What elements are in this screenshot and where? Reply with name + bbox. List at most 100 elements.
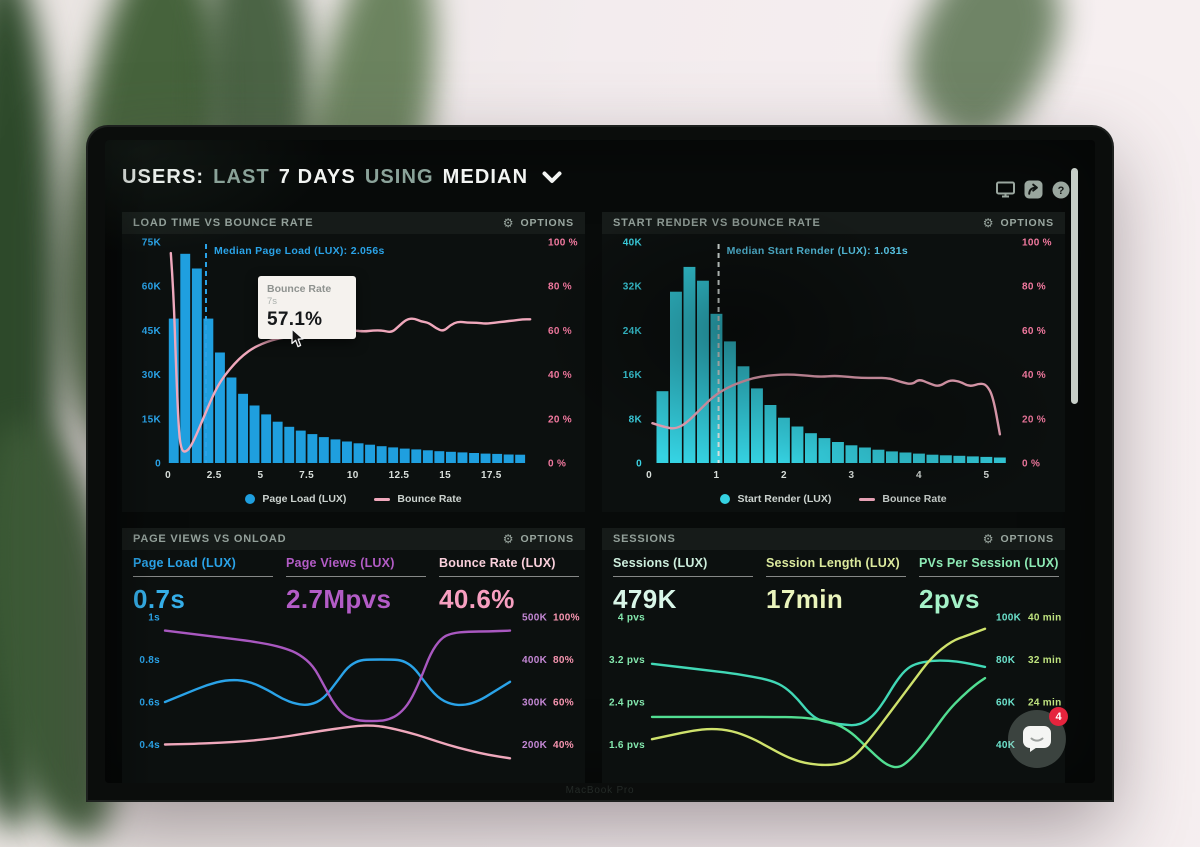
svg-text:1.6 pvs: 1.6 pvs: [609, 740, 645, 751]
panel-load-time-vs-bounce-rate: LOAD TIME VS BOUNCE RATE ⚙ OPTIONS 0 15K 3…: [122, 212, 585, 512]
svg-text:20 %: 20 %: [548, 414, 572, 425]
svg-text:60 %: 60 %: [1022, 326, 1046, 337]
svg-text:0.6s: 0.6s: [139, 698, 160, 709]
start-render-histogram-chart[interactable]: 0 8K 16K 24K 32K 40K 0 % 20 % 40 % 60 % 80 % 100 % 0…: [602, 212, 1065, 512]
metric-bounce-rate: Bounce Rate (LUX) 40.6%: [439, 556, 585, 615]
metric-underline: [919, 576, 1059, 577]
svg-text:10: 10: [347, 470, 359, 481]
svg-text:17.5: 17.5: [481, 470, 502, 481]
svg-text:45K: 45K: [142, 326, 162, 337]
dashboard-screen: USERS: LAST 7 DAYS USING MEDIAN ? LOA: [105, 140, 1095, 783]
metric-pvs-per-session: PVs Per Session (LUX) 2pvs: [919, 556, 1059, 614]
legend-item-bounce-rate[interactable]: Bounce Rate: [374, 493, 462, 505]
svg-text:100 %: 100 %: [548, 238, 578, 249]
options-button[interactable]: ⚙ OPTIONS: [983, 217, 1054, 229]
panel-title: LOAD TIME VS BOUNCE RATE: [133, 217, 314, 229]
help-icon[interactable]: ?: [1052, 181, 1070, 199]
title-users: USERS:: [122, 166, 205, 188]
metrics-row: Page Load (LUX) 0.7s Page Views (LUX) 2.…: [133, 556, 585, 615]
svg-text:60K: 60K: [142, 282, 162, 293]
legend-item-bounce-rate[interactable]: Bounce Rate: [859, 493, 947, 505]
metrics-row: Sessions (LUX) 479K Session Length (LUX)…: [613, 556, 1065, 615]
title-7days: 7 DAYS: [278, 166, 356, 188]
metric-underline: [766, 576, 906, 577]
svg-text:60%: 60%: [553, 698, 574, 709]
svg-text:?: ?: [1058, 185, 1065, 197]
display-icon[interactable]: [996, 181, 1015, 198]
svg-text:500K: 500K: [522, 613, 548, 624]
svg-text:Median Page Load (LUX): 2.056s: Median Page Load (LUX): 2.056s: [214, 245, 385, 257]
title-using: USING: [364, 166, 434, 188]
options-button[interactable]: ⚙ OPTIONS: [983, 533, 1054, 545]
page-title-dropdown[interactable]: USERS: LAST 7 DAYS USING MEDIAN: [122, 166, 562, 189]
legend-dot-icon: [720, 494, 731, 504]
chevron-down-icon[interactable]: [542, 171, 562, 184]
svg-text:0: 0: [636, 459, 642, 470]
svg-text:7.5: 7.5: [299, 470, 314, 481]
gear-icon: ⚙: [502, 216, 515, 230]
svg-text:40 %: 40 %: [1022, 370, 1046, 381]
svg-text:0.4s: 0.4s: [139, 740, 160, 751]
gear-icon: ⚙: [982, 532, 995, 546]
svg-text:40K: 40K: [996, 740, 1016, 751]
metric-underline: [286, 576, 426, 577]
options-label: OPTIONS: [1000, 217, 1054, 229]
svg-text:32K: 32K: [623, 282, 643, 293]
tooltip-title: Bounce Rate: [267, 283, 332, 295]
options-button[interactable]: ⚙ OPTIONS: [503, 217, 574, 229]
notification-badge: 4: [1049, 707, 1068, 726]
legend-dot-icon: [245, 494, 256, 504]
svg-text:1s: 1s: [148, 613, 160, 624]
title-median: MEDIAN: [442, 166, 529, 188]
svg-text:60 %: 60 %: [548, 326, 572, 337]
svg-text:60K: 60K: [996, 698, 1016, 709]
svg-text:24K: 24K: [623, 326, 643, 337]
options-button[interactable]: ⚙ OPTIONS: [503, 533, 574, 545]
svg-text:0: 0: [155, 459, 161, 470]
gear-icon: ⚙: [982, 216, 995, 230]
header-toolbar: ?: [996, 180, 1070, 199]
chat-widget-button[interactable]: 4: [1008, 707, 1068, 768]
svg-text:16K: 16K: [623, 370, 643, 381]
svg-text:32 min: 32 min: [1028, 655, 1061, 666]
svg-text:80 %: 80 %: [548, 282, 572, 293]
legend-item-page-load[interactable]: Page Load (LUX): [245, 493, 346, 505]
tooltip-subtitle: 7s: [267, 296, 278, 307]
options-label: OPTIONS: [1000, 533, 1054, 545]
svg-text:Median Start Render (LUX): 1.0: Median Start Render (LUX): 1.031s: [727, 245, 908, 257]
svg-text:2: 2: [781, 470, 787, 481]
legend-item-start-render[interactable]: Start Render (LUX): [720, 493, 831, 505]
panel-title: PAGE VIEWS VS ONLOAD: [133, 533, 287, 545]
metric-sessions: Sessions (LUX) 479K: [613, 556, 766, 615]
options-label: OPTIONS: [520, 217, 574, 229]
mouse-cursor-icon: [291, 328, 305, 353]
panel-start-render-vs-bounce-rate: START RENDER VS BOUNCE RATE ⚙ OPTIONS 0 8…: [602, 212, 1065, 512]
svg-text:100 %: 100 %: [1022, 238, 1052, 249]
svg-text:2.5: 2.5: [207, 470, 222, 481]
svg-text:15: 15: [439, 470, 451, 481]
metric-underline: [439, 576, 579, 577]
svg-text:2.4 pvs: 2.4 pvs: [609, 698, 645, 709]
chart-legend: Page Load (LUX) Bounce Rate: [122, 493, 585, 505]
options-label: OPTIONS: [520, 533, 574, 545]
svg-text:20 %: 20 %: [1022, 414, 1046, 425]
panel-sessions: SESSIONS ⚙ OPTIONS Sessions (LUX) 479K S…: [602, 528, 1065, 783]
page-views-line-chart[interactable]: 1s 500K 100% 0.8s 400K 80% 0.6s 300K 60% 0.4s 200K…: [122, 528, 585, 783]
svg-text:400K: 400K: [522, 655, 548, 666]
svg-text:40 %: 40 %: [548, 370, 572, 381]
svg-text:5: 5: [257, 470, 263, 481]
sessions-line-chart[interactable]: 4 pvs 100K 40 min 3.2 pvs 80K 32 min 2.4 pvs 60…: [602, 528, 1065, 783]
load-time-histogram-chart[interactable]: 0 15K 30K 45K 60K 75K 0 % 20 % 40 % 60 % 80 % 100 %…: [122, 212, 585, 512]
svg-text:0 %: 0 %: [548, 459, 566, 470]
scrollbar[interactable]: [1071, 168, 1078, 404]
panel-title: START RENDER VS BOUNCE RATE: [613, 217, 821, 229]
svg-text:24 min: 24 min: [1028, 698, 1061, 709]
svg-text:40K: 40K: [623, 238, 643, 249]
svg-text:200K: 200K: [522, 740, 548, 751]
share-icon[interactable]: [1024, 180, 1043, 199]
svg-text:80K: 80K: [996, 655, 1016, 666]
panel-page-views-vs-onload: PAGE VIEWS VS ONLOAD ⚙ OPTIONS Page Load…: [122, 528, 585, 783]
legend-line-icon: [374, 497, 391, 501]
metric-page-views: Page Views (LUX) 2.7Mpvs: [286, 556, 439, 615]
svg-text:3: 3: [848, 470, 854, 481]
